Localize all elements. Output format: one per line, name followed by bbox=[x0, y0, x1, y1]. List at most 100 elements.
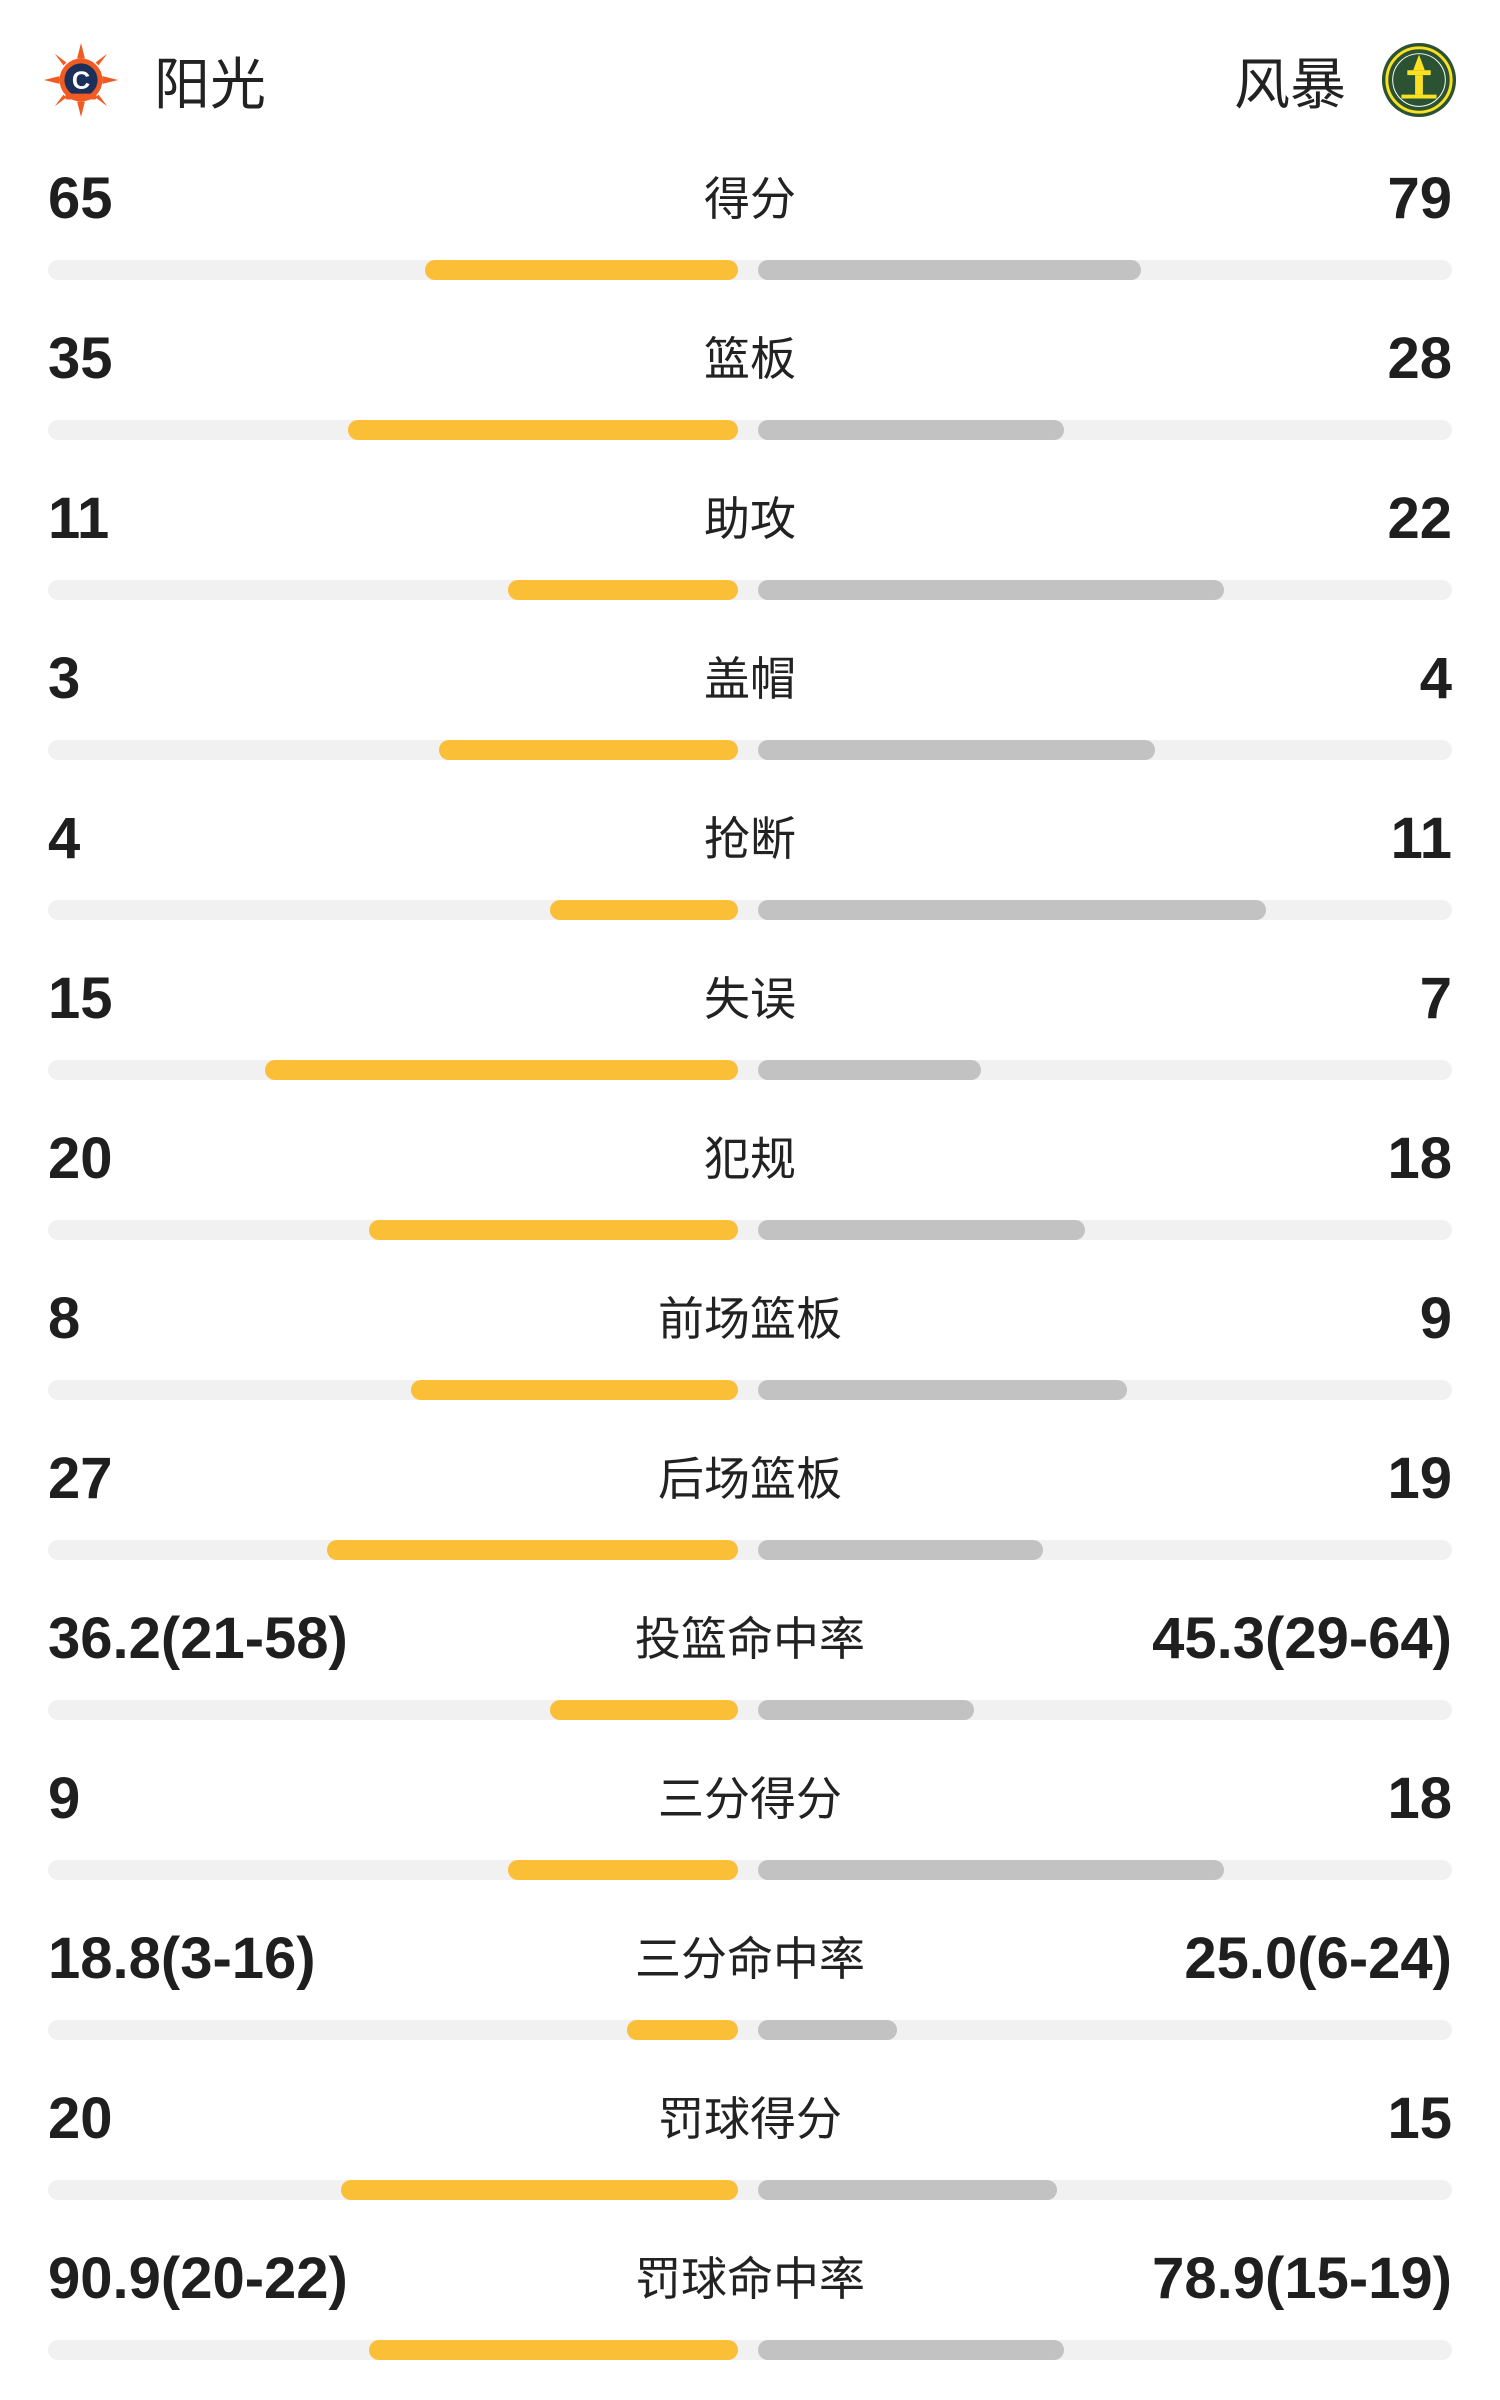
home-stat-value: 36.2(21-58) bbox=[48, 1606, 348, 1671]
stat-label: 三分命中率 bbox=[635, 1932, 865, 1986]
away-team-name: 风暴 bbox=[1234, 52, 1346, 118]
stat-label: 助攻 bbox=[704, 492, 796, 546]
stat-row: 27 后场篮板 19 bbox=[48, 1420, 1452, 1580]
stat-bar-track bbox=[48, 740, 1452, 760]
away-stat-value: 78.9(15-19) bbox=[1152, 2246, 1452, 2311]
stat-row: 65 得分 79 bbox=[48, 140, 1452, 300]
stat-label: 失误 bbox=[704, 972, 796, 1026]
home-stat-value: 11 bbox=[48, 486, 110, 551]
stat-bar-track bbox=[48, 2340, 1452, 2360]
stat-row: 36.2(21-58) 投篮命中率 45.3(29-64) bbox=[48, 1580, 1452, 1740]
stat-row: 15 失误 7 bbox=[48, 940, 1452, 1100]
away-stat-value: 22 bbox=[1387, 486, 1452, 551]
stat-label: 篮板 bbox=[704, 332, 796, 386]
home-stat-value: 3 bbox=[48, 646, 81, 711]
away-stat-value: 45.3(29-64) bbox=[1152, 1606, 1452, 1671]
away-stat-value: 25.0(6-24) bbox=[1184, 1926, 1452, 1991]
stat-label: 罚球得分 bbox=[658, 2092, 842, 2146]
stat-row: 20 罚球得分 15 bbox=[48, 2060, 1452, 2220]
stat-label: 后场篮板 bbox=[658, 1452, 842, 1506]
home-team[interactable]: C 阳光 bbox=[42, 40, 266, 120]
away-stat-value: 11 bbox=[1390, 806, 1452, 871]
away-stat-bar bbox=[758, 2340, 1064, 2360]
away-stat-value: 18 bbox=[1387, 1126, 1452, 1191]
stat-row: 18.8(3-16) 三分命中率 25.0(6-24) bbox=[48, 1900, 1452, 2060]
stat-row: 3 盖帽 4 bbox=[48, 620, 1452, 780]
home-stat-bar bbox=[425, 260, 738, 280]
home-stat-bar bbox=[550, 900, 738, 920]
away-stat-value: 28 bbox=[1387, 326, 1452, 391]
away-team[interactable]: 风暴 bbox=[1234, 40, 1458, 120]
home-stat-value: 90.9(20-22) bbox=[48, 2246, 348, 2311]
home-stat-bar bbox=[341, 2180, 738, 2200]
away-stat-bar bbox=[758, 2020, 897, 2040]
away-stat-bar bbox=[758, 1860, 1224, 1880]
away-stat-bar bbox=[758, 1060, 981, 1080]
stat-bar-track bbox=[48, 2180, 1452, 2200]
home-stat-bar bbox=[411, 1380, 738, 1400]
away-stat-bar bbox=[758, 1220, 1085, 1240]
stat-label: 盖帽 bbox=[704, 652, 796, 706]
home-stat-value: 8 bbox=[48, 1286, 81, 1351]
stat-bar-track bbox=[48, 1540, 1452, 1560]
stat-label: 投篮命中率 bbox=[635, 1612, 865, 1666]
home-stat-bar bbox=[369, 2340, 738, 2360]
away-stat-bar bbox=[758, 260, 1141, 280]
home-stat-value: 9 bbox=[48, 1766, 81, 1831]
stat-row: 4 抢断 11 bbox=[48, 780, 1452, 940]
away-stat-bar bbox=[758, 1700, 974, 1720]
away-stat-value: 19 bbox=[1387, 1446, 1452, 1511]
away-stat-value: 15 bbox=[1387, 2086, 1452, 2151]
stat-bar-track bbox=[48, 260, 1452, 280]
stat-bar-track bbox=[48, 1220, 1452, 1240]
away-stat-bar bbox=[758, 1380, 1127, 1400]
away-stat-value: 9 bbox=[1419, 1286, 1452, 1351]
stat-bar-track bbox=[48, 1380, 1452, 1400]
home-stat-bar bbox=[627, 2020, 738, 2040]
stat-label: 犯规 bbox=[704, 1132, 796, 1186]
away-stat-bar bbox=[758, 740, 1155, 760]
away-stat-bar bbox=[758, 1540, 1043, 1560]
away-stat-bar bbox=[758, 420, 1064, 440]
home-stat-value: 35 bbox=[48, 326, 113, 391]
stat-label: 得分 bbox=[704, 172, 796, 226]
home-stat-bar bbox=[439, 740, 738, 760]
stat-row: 11 助攻 22 bbox=[48, 460, 1452, 620]
stat-label: 前场篮板 bbox=[658, 1292, 842, 1346]
home-stat-value: 27 bbox=[48, 1446, 113, 1511]
home-stat-value: 65 bbox=[48, 166, 113, 231]
home-stat-bar bbox=[348, 420, 738, 440]
away-stat-bar bbox=[758, 900, 1266, 920]
home-stat-bar bbox=[508, 580, 738, 600]
home-stat-value: 15 bbox=[48, 966, 113, 1031]
seattle-storm-logo-icon bbox=[1381, 42, 1457, 118]
stat-bar-track bbox=[48, 1060, 1452, 1080]
stat-label: 抢断 bbox=[704, 812, 796, 866]
home-stat-value: 18.8(3-16) bbox=[48, 1926, 316, 1991]
stat-row: 35 篮板 28 bbox=[48, 300, 1452, 460]
stat-bar-track bbox=[48, 1700, 1452, 1720]
stat-row: 20 犯规 18 bbox=[48, 1100, 1452, 1260]
stat-bar-track bbox=[48, 420, 1452, 440]
away-stat-value: 7 bbox=[1419, 966, 1452, 1031]
home-stat-value: 4 bbox=[48, 806, 81, 871]
home-stat-bar bbox=[327, 1540, 738, 1560]
home-stat-bar bbox=[550, 1700, 738, 1720]
stat-bar-track bbox=[48, 2020, 1452, 2040]
stat-label: 罚球命中率 bbox=[635, 2252, 865, 2306]
home-stat-bar bbox=[265, 1060, 738, 1080]
stat-row: 90.9(20-22) 罚球命中率 78.9(15-19) bbox=[48, 2220, 1452, 2380]
away-stat-bar bbox=[758, 2180, 1057, 2200]
away-stat-value: 79 bbox=[1387, 166, 1452, 231]
svg-text:C: C bbox=[72, 67, 90, 95]
team-header: C 阳光 风暴 bbox=[0, 0, 1500, 160]
home-stat-bar bbox=[369, 1220, 738, 1240]
stat-row: 8 前场篮板 9 bbox=[48, 1260, 1452, 1420]
stat-row: 9 三分得分 18 bbox=[48, 1740, 1452, 1900]
stat-bar-track bbox=[48, 1860, 1452, 1880]
home-team-name: 阳光 bbox=[154, 52, 266, 118]
stat-label: 三分得分 bbox=[658, 1772, 842, 1826]
stat-bar-track bbox=[48, 580, 1452, 600]
away-stat-bar bbox=[758, 580, 1224, 600]
away-stat-value: 4 bbox=[1419, 646, 1452, 711]
